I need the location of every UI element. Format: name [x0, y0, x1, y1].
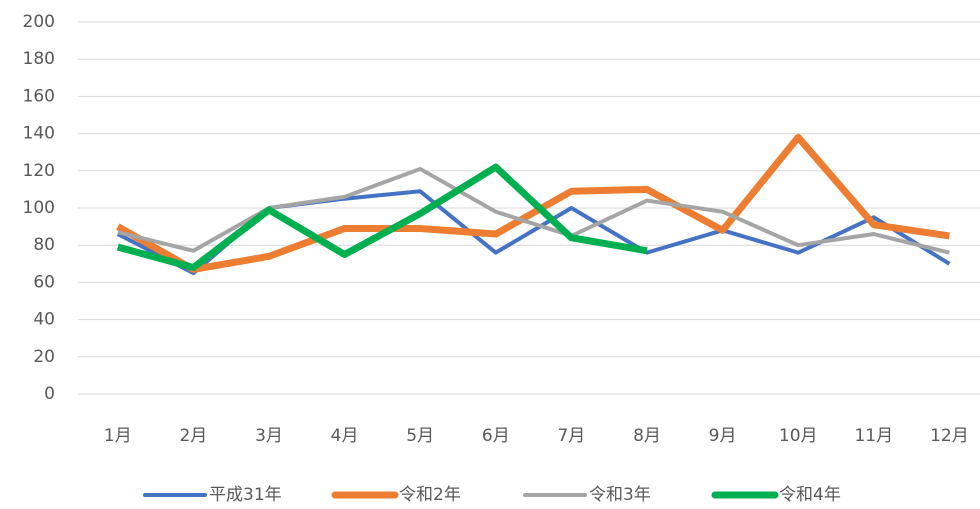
x-tick-label: 2月 — [179, 426, 207, 446]
x-tick-label: 5月 — [406, 426, 434, 446]
y-tick-label: 20 — [33, 347, 55, 367]
x-tick-label: 4月 — [331, 426, 359, 446]
y-tick-label: 40 — [33, 310, 55, 330]
series-line — [116, 163, 648, 272]
y-tick-label: 140 — [23, 124, 55, 144]
x-tick-label: 12月 — [930, 426, 969, 446]
x-tick-label: 10月 — [779, 426, 818, 446]
y-tick-label: 160 — [23, 86, 55, 106]
x-tick-label: 7月 — [557, 426, 585, 446]
legend-label: 令和4年 — [779, 485, 841, 505]
x-tick-label: 11月 — [854, 426, 893, 446]
x-tick-label: 3月 — [255, 426, 283, 446]
series-line — [116, 133, 950, 273]
x-tick-label: 8月 — [633, 426, 661, 446]
legend-label: 令和3年 — [589, 485, 651, 505]
y-tick-label: 200 — [23, 12, 55, 32]
y-tick-label: 120 — [23, 161, 55, 181]
legend-label: 平成31年 — [209, 485, 282, 505]
legend-label: 令和2年 — [399, 485, 461, 505]
x-tick-label: 1月 — [104, 426, 132, 446]
y-tick-label: 180 — [23, 49, 55, 69]
y-tick-label: 60 — [33, 272, 55, 292]
y-tick-label: 80 — [33, 235, 55, 255]
y-tick-label: 100 — [23, 198, 55, 218]
x-tick-label: 9月 — [709, 426, 737, 446]
x-tick-label: 6月 — [482, 426, 510, 446]
y-tick-label: 0 — [44, 384, 55, 404]
